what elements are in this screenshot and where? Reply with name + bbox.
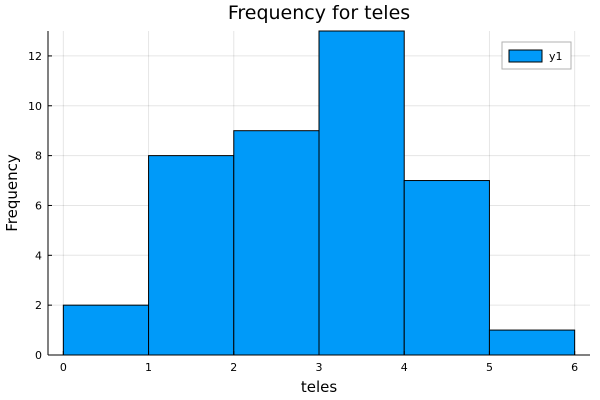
- y-tick-label: 10: [28, 100, 42, 113]
- legend-swatch-y1: [508, 49, 543, 63]
- x-tick-label: 1: [145, 361, 152, 374]
- x-tick-label: 4: [401, 361, 408, 374]
- x-tick-label: 5: [486, 361, 493, 374]
- y-tick-label: 0: [35, 349, 42, 362]
- x-tick-label: 6: [571, 361, 578, 374]
- histogram-bar: [148, 155, 235, 356]
- axes: [47, 31, 590, 356]
- bars: [62, 30, 576, 356]
- legend: y1: [501, 41, 572, 70]
- chart-title: Frequency for teles: [228, 2, 410, 24]
- y-tick-label: 6: [35, 199, 42, 212]
- histogram-bar: [488, 329, 576, 356]
- histogram-bar: [62, 304, 150, 356]
- histogram-bar: [403, 180, 490, 356]
- x-tick-label: 3: [316, 361, 323, 374]
- y-tick-label: 8: [35, 150, 42, 163]
- y-tick-label: 2: [35, 299, 42, 312]
- x-tick-label: 0: [60, 361, 67, 374]
- x-axis-label: teles: [301, 378, 338, 396]
- y-tick-label: 12: [28, 50, 42, 63]
- histogram-bar: [318, 30, 405, 356]
- y-axis-label: Frequency: [3, 154, 21, 232]
- histogram-bar: [233, 130, 320, 356]
- y-tick-label: 4: [35, 249, 42, 262]
- x-tick-label: 2: [230, 361, 237, 374]
- legend-label-y1: y1: [549, 50, 563, 63]
